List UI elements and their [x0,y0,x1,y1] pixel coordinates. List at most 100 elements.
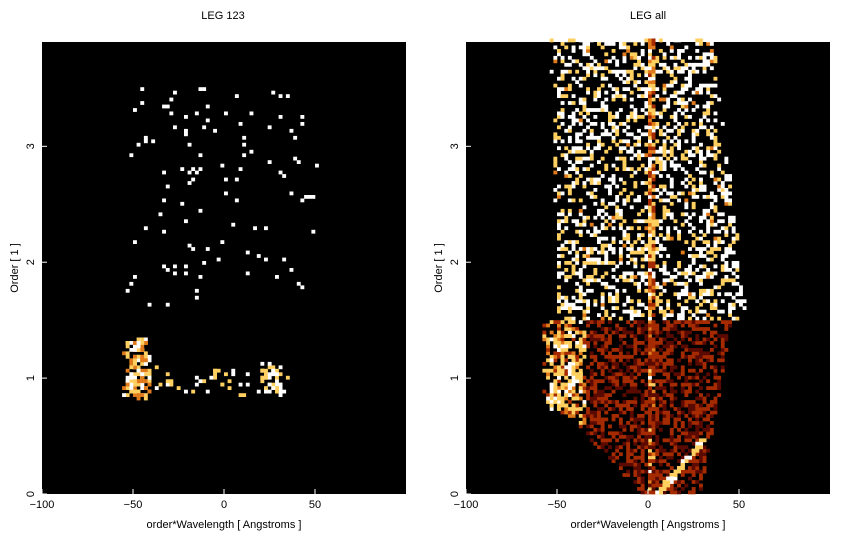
heatmap-cell [691,177,696,182]
heatmap-cell [633,62,638,67]
heatmap-cell [640,94,645,98]
heatmap-cell [278,389,283,394]
heatmap-cell [608,316,612,321]
heatmap-cell [662,400,667,404]
heatmap-cell [677,480,681,484]
x-axis-ticks: −100 −50 0 50 [30,489,321,511]
heatmap-cell [644,389,649,394]
heatmap-cell [728,191,732,196]
heatmap-cell [542,389,547,394]
heatmap-cell [684,108,689,112]
heatmap-cell [688,69,692,74]
heatmap-cell [622,434,627,439]
heatmap-cell [136,382,141,387]
heatmap-cell [242,393,247,397]
heatmap-cell [655,139,660,144]
heatmap-cell [720,281,725,286]
heatmap-cell [140,358,145,363]
heatmap-cell [669,431,674,436]
heatmap-cell [557,320,561,324]
heatmap-cell [629,417,634,422]
heatmap-cell [666,128,671,133]
heatmap-cell [651,323,656,328]
heatmap-cell [575,135,580,140]
heatmap-cell [651,104,656,109]
heatmap-cell [713,372,718,377]
heatmap-cell [724,174,729,178]
heatmap-cell [662,490,667,495]
heatmap-cell [695,348,700,352]
heatmap-cell [622,278,627,283]
heatmap-cell [669,490,674,495]
heatmap-cell [655,407,660,411]
heatmap-cell [158,212,163,217]
heatmap-cell [198,275,203,279]
heatmap-cell [644,288,649,293]
heatmap-cell [600,400,605,404]
heatmap-cell [691,403,696,408]
heatmap-cell [571,167,576,171]
heatmap-cell [695,306,700,310]
heatmap-cell [597,87,601,91]
heatmap-cell [618,421,623,425]
heatmap-cell [611,139,616,144]
heatmap-cell [680,101,685,105]
heatmap-cell [553,396,558,401]
heatmap-cell [640,313,645,317]
heatmap-cell [553,132,558,137]
heatmap-cell [651,351,656,356]
heatmap-cell [567,351,572,356]
heatmap-cell [709,219,714,224]
heatmap-cell [618,215,623,220]
heatmap-cell [695,320,700,324]
heatmap-cell [608,243,612,248]
heatmap-cell [604,361,609,366]
heatmap-cell [699,393,703,397]
heatmap-cell [564,407,569,411]
heatmap-cell [245,372,250,377]
heatmap-cell [582,389,587,394]
heatmap-cell [706,424,711,429]
heatmap-cell [662,410,667,415]
heatmap-cell [133,361,137,366]
heatmap-cell [720,365,725,370]
heatmap-cell [553,372,558,377]
heatmap-cell [589,132,594,137]
heatmap-cell [133,372,137,377]
heatmap-cell [691,452,696,457]
heatmap-cell [622,375,627,380]
heatmap-cell [648,149,652,154]
heatmap-cell [571,358,576,363]
heatmap-cell [586,365,590,370]
heatmap-cell [629,73,634,78]
heatmap-cell [666,327,671,331]
heatmap-cell [673,441,678,446]
heatmap-cell [578,341,583,345]
heatmap-cell [728,320,732,324]
heatmap-cell [604,375,609,380]
heatmap-cell [633,361,638,366]
heatmap-cell [597,66,601,71]
heatmap-cell [644,403,649,408]
heatmap-cell [611,55,616,60]
heatmap-cell [673,490,678,495]
heatmap-cell [125,341,130,345]
heatmap-cell [618,208,623,213]
heatmap-cell [242,142,247,147]
heatmap-cell [709,330,714,335]
heatmap-cell [549,320,554,324]
heatmap-cell [706,427,711,432]
heatmap-cell [706,153,711,158]
heatmap-cell [315,163,319,168]
heatmap-cell [699,320,703,324]
heatmap-cell [644,337,649,342]
heatmap-cell [553,55,558,60]
heatmap-cell [739,288,743,293]
heatmap-cell [695,382,700,387]
heatmap-cell [648,368,652,373]
heatmap-cell [709,427,714,432]
heatmap-cell [560,337,565,342]
heatmap-cell [651,257,656,262]
heatmap-cell [136,337,141,342]
heatmap-cell [691,292,696,297]
